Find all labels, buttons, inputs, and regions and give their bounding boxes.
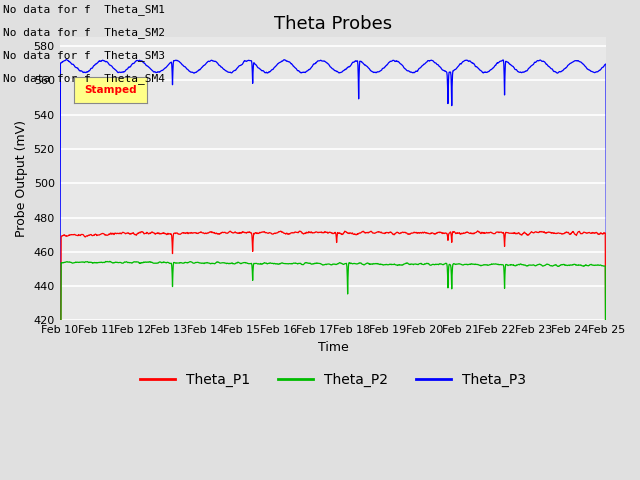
Text: No data for f  Theta_SM4: No data for f Theta_SM4: [3, 73, 165, 84]
Title: Theta Probes: Theta Probes: [274, 15, 392, 33]
Text: No data for f  Theta_SM3: No data for f Theta_SM3: [3, 50, 165, 61]
Text: Stamped: Stamped: [84, 85, 137, 95]
Y-axis label: Probe Output (mV): Probe Output (mV): [15, 120, 28, 238]
Text: No data for f  Theta_SM1: No data for f Theta_SM1: [3, 4, 165, 15]
X-axis label: Time: Time: [317, 341, 348, 354]
Text: No data for f  Theta_SM2: No data for f Theta_SM2: [3, 27, 165, 38]
Legend: Theta_P1, Theta_P2, Theta_P3: Theta_P1, Theta_P2, Theta_P3: [135, 368, 531, 393]
